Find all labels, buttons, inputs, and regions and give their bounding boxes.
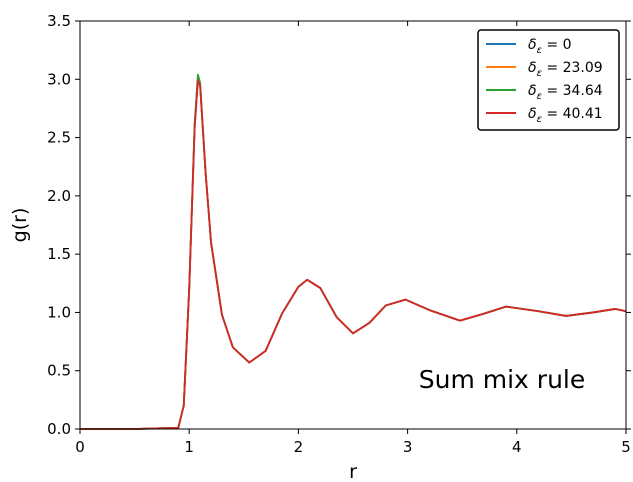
legend-label-3: δε = 40.41 [528, 106, 603, 125]
legend-subscript: ε [537, 114, 543, 125]
y-tick-label: 2.0 [47, 187, 71, 205]
legend-subscript: ε [537, 68, 543, 79]
x-tick-label: 5 [621, 438, 631, 456]
y-tick-label: 2.5 [47, 129, 71, 147]
y-tick-label: 0.5 [47, 362, 71, 380]
y-axis-title: g(r) [9, 208, 31, 243]
legend-subscript: ε [537, 45, 543, 56]
x-tick-label: 0 [75, 438, 85, 456]
y-tick-label: 3.5 [47, 12, 71, 30]
legend-value: = 0 [542, 37, 572, 53]
axis-ticks: 0 1 2 3 4 5 0.0 0.5 1.0 1.5 2.0 2.5 3.0 3.5 [47, 12, 631, 456]
legend-symbol: δ [528, 60, 537, 76]
legend-symbol: δ [528, 83, 537, 99]
x-tick-label: 1 [184, 438, 194, 456]
legend-symbol: δ [528, 37, 537, 53]
legend-label-2: δε = 34.64 [528, 83, 603, 102]
x-tick-label: 4 [512, 438, 522, 456]
legend-label-0: δε = 0 [528, 37, 572, 56]
series-lines [80, 73, 627, 430]
y-tick-label: 1.5 [47, 245, 71, 263]
y-tick-label: 3.0 [47, 70, 71, 88]
legend-symbol: δ [528, 106, 537, 122]
legend-box [477, 29, 620, 131]
y-tick-label: 0.0 [47, 420, 71, 438]
y-tick-label: 1.0 [47, 303, 71, 321]
legend-value: = 40.41 [542, 106, 603, 122]
legend-value: = 23.09 [542, 60, 603, 76]
series-line-3 [80, 79, 627, 430]
x-tick-label: 2 [294, 438, 304, 456]
legend-label-1: δε = 23.09 [528, 60, 603, 79]
x-tick-label: 3 [403, 438, 413, 456]
legend-value: = 34.64 [542, 83, 603, 99]
plot-frame [79, 20, 627, 430]
x-axis-title: r [349, 461, 357, 482]
legend-subscript: ε [537, 91, 543, 102]
mix-rule-annotation: Sum mix rule [419, 365, 586, 394]
